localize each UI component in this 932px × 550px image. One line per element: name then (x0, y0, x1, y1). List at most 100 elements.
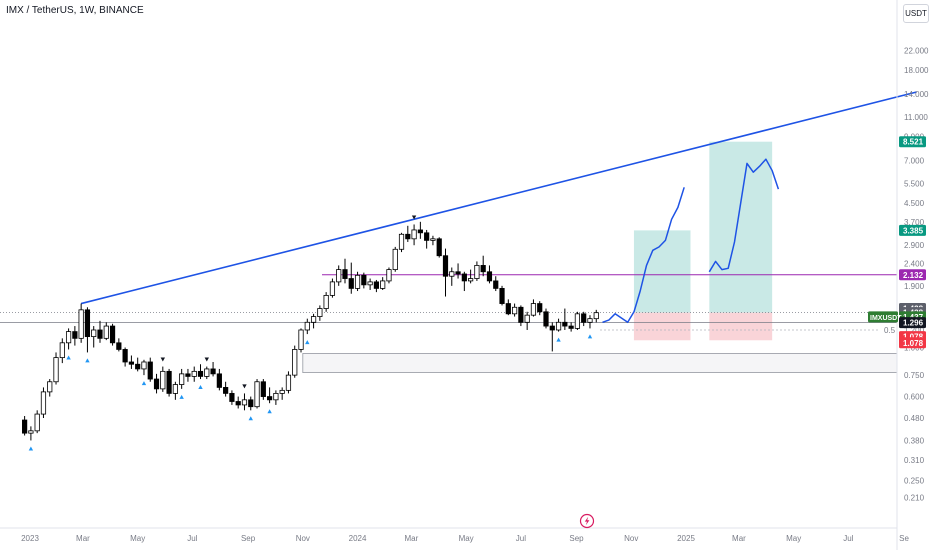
y-tick-label: 2.900 (904, 241, 925, 250)
buy-signal-marker (66, 355, 71, 360)
x-tick-label: Sep (241, 534, 256, 543)
price-label-box (899, 136, 926, 148)
price-label-value: 3.385 (903, 226, 924, 235)
candle-body (348, 278, 354, 289)
candle-body (59, 342, 65, 359)
candle-body (91, 329, 97, 338)
sell-signal-marker (242, 384, 247, 389)
x-tick-label: 2024 (349, 534, 367, 543)
candle-body (581, 313, 587, 323)
candle-body (304, 321, 310, 331)
price-label-value: 8.521 (903, 138, 924, 147)
candle-body (386, 269, 392, 282)
price-label-value: 1.078 (903, 333, 924, 342)
price-label-value: 2.132 (903, 271, 924, 280)
y-tick-label: 0.310 (904, 456, 925, 465)
buy-signal-marker (85, 358, 90, 363)
buy-signal-marker (248, 416, 253, 421)
candle-body (424, 232, 430, 241)
buy-signal-marker (267, 409, 272, 414)
candle-body (47, 381, 53, 393)
buy-signal-marker (556, 337, 561, 342)
y-tick-label: 2.400 (904, 259, 925, 268)
candle-body (65, 331, 72, 344)
candle-body (22, 419, 28, 434)
y-tick-label: 0.380 (904, 436, 925, 445)
candle-body (587, 318, 593, 323)
time-axis[interactable]: 2023 Mar May Jul Sep Nov 2024 Mar May Jul Sep Nov 20… (21, 534, 909, 543)
zones-layer (302, 141, 898, 374)
candle-body (455, 271, 461, 275)
candle-body (147, 361, 153, 380)
candle-body (323, 295, 329, 309)
candle-body (392, 248, 398, 271)
candle-body (449, 271, 455, 277)
candle-body (141, 361, 147, 370)
candle-body (97, 329, 103, 339)
x-tick-label: Jul (187, 534, 197, 543)
candle-body (549, 325, 555, 331)
x-tick-label: May (786, 534, 801, 543)
x-tick-label: 2025 (677, 534, 695, 543)
y-tick-label: 1.200 (904, 326, 925, 335)
price-label-box (899, 337, 926, 349)
candle-body (116, 342, 122, 350)
y-tick-label: 0.600 (904, 393, 925, 402)
quote-currency-button[interactable]: USDT (903, 4, 929, 23)
buy-signal-marker (305, 340, 310, 345)
candle-body (499, 288, 505, 304)
buy-signal-marker (179, 394, 184, 399)
x-tick-label: Mar (732, 534, 746, 543)
candle-body (493, 280, 499, 289)
candle-body (223, 387, 229, 394)
candle-body (279, 389, 285, 394)
candle-body (128, 361, 135, 365)
x-tick-label: Jul (843, 534, 853, 543)
price-labels-layer: 8.5213.3852.1321.4381.4381.437IMXUSDT1.2… (868, 136, 926, 349)
y-tick-label: 0.250 (904, 477, 925, 486)
y-tick-label: 5.500 (904, 180, 925, 189)
x-tick-label: Mar (76, 534, 90, 543)
y-tick-label: 14.000 (904, 90, 929, 99)
candle-body (373, 281, 379, 289)
candle-body (411, 229, 417, 240)
x-tick-label: Sep (569, 534, 584, 543)
y-tick-label: 1.900 (904, 282, 925, 291)
price-label-value: 1.078 (903, 339, 924, 348)
candle-body (398, 233, 405, 250)
candle-body (380, 280, 386, 289)
lightning-icon[interactable] (579, 513, 595, 529)
candle-body (216, 373, 222, 388)
candle-body (248, 399, 254, 408)
candle-body (28, 430, 34, 434)
y-tick-label: 0.750 (904, 371, 925, 380)
position-stop-zone-1 (633, 312, 691, 341)
candle-body (185, 373, 191, 377)
candle-body (468, 278, 474, 282)
projection-path-2 (708, 158, 780, 273)
price-label-box (899, 224, 926, 236)
lines-layer: 0.5 (0, 91, 917, 335)
candle-body (505, 303, 511, 315)
y-tick-label: 18.000 (904, 66, 929, 75)
candle-body (518, 306, 524, 323)
candle-body (172, 384, 178, 394)
x-tick-label: May (130, 534, 145, 543)
position-target-zone-2 (709, 141, 773, 313)
candle-body (135, 363, 141, 370)
candle-body (122, 349, 128, 363)
buy-signal-marker (141, 381, 147, 386)
chart-title: IMX / TetherUS, 1W, BINANCE (6, 5, 144, 16)
sell-signal-marker (204, 357, 209, 362)
candle-body (430, 238, 436, 241)
candle-body (568, 325, 574, 329)
candle-body (109, 325, 116, 344)
y-tick-label: 0.210 (904, 493, 925, 502)
candle-body (367, 281, 373, 286)
candle-body (254, 381, 260, 408)
candle-body (84, 309, 91, 338)
candle-body (530, 303, 537, 316)
candle-body (361, 274, 367, 286)
buy-signal-marker (587, 334, 593, 339)
